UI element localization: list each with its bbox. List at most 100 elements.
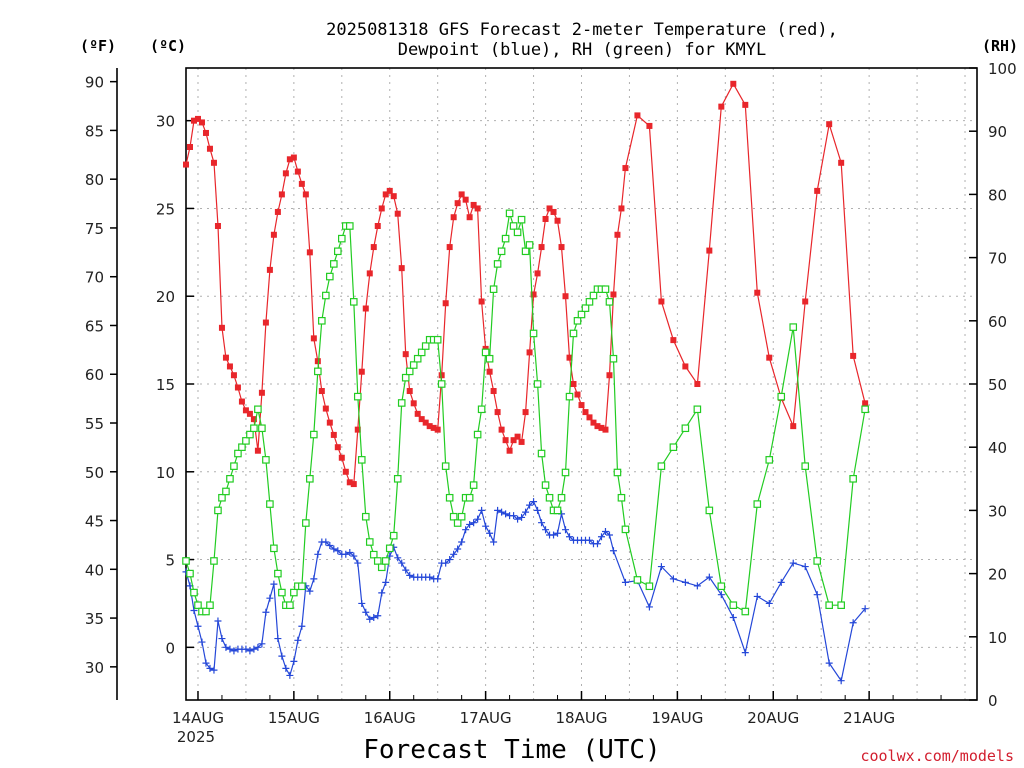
temperature-point — [526, 349, 533, 356]
temperature-point — [438, 372, 445, 379]
temperature-point — [322, 405, 329, 412]
dewpoint-point — [510, 512, 518, 520]
temperature-point — [694, 381, 701, 387]
temperature-point — [350, 481, 357, 488]
dewpoint-point — [354, 559, 362, 567]
rh-point — [557, 493, 566, 502]
rh-point — [601, 285, 610, 294]
temperature-point — [466, 214, 473, 221]
temperature-point — [622, 165, 629, 172]
rh-point — [421, 342, 430, 350]
rh-point — [433, 335, 442, 344]
dewpoint-point — [466, 520, 474, 528]
temperature-point — [378, 205, 385, 212]
fahrenheit-tick-label: 30 — [85, 659, 104, 677]
temperature-point — [862, 400, 869, 407]
rh-point — [861, 405, 869, 414]
rh-point — [250, 424, 258, 433]
temperature-point — [446, 244, 453, 251]
rh-point — [541, 481, 550, 489]
temperature-point — [670, 337, 677, 344]
temperature-point — [718, 103, 725, 110]
temperature-point — [254, 447, 261, 454]
rh-tick-label: 100 — [988, 60, 1017, 78]
temperature-point — [370, 244, 377, 251]
rh-tick-label: 30 — [988, 502, 1007, 520]
fahrenheit-tick-label: 55 — [85, 415, 104, 433]
temperature-point — [410, 400, 417, 407]
rh-point — [529, 329, 538, 338]
rh-point — [286, 601, 294, 610]
temperature-point — [610, 291, 617, 298]
temperature-point — [682, 363, 689, 370]
rh-point — [330, 260, 338, 268]
dewpoint-line — [185, 500, 866, 683]
rh-point — [553, 506, 562, 515]
rh-point — [669, 443, 678, 452]
rh-point — [182, 557, 190, 565]
rh-point — [202, 607, 210, 616]
rh-point — [489, 285, 498, 294]
temperature-line — [185, 82, 866, 485]
rh-point — [633, 576, 642, 584]
rh-point — [401, 373, 410, 382]
temperature-point — [602, 426, 609, 433]
temperature-point — [218, 324, 225, 331]
temperature-point — [598, 424, 605, 431]
rh-point — [349, 298, 358, 306]
rh-point — [789, 323, 798, 331]
rh-point — [417, 348, 426, 357]
dewpoint-point — [350, 552, 358, 560]
dewpoint-point — [370, 613, 378, 621]
temperature-point — [426, 423, 433, 430]
dewpoint-point — [394, 554, 402, 562]
temperature-point — [634, 112, 641, 119]
dewpoint-point — [522, 508, 530, 516]
temperature-point — [250, 416, 257, 423]
dewpoint-point — [382, 578, 390, 586]
dewpoint-point — [434, 575, 442, 583]
dewpoint-point — [222, 643, 230, 651]
rh-point — [589, 291, 598, 300]
dewpoint-point — [226, 645, 234, 653]
temperature-point — [330, 431, 337, 438]
rh-point — [389, 531, 398, 540]
dewpoint-point — [486, 529, 494, 537]
rh-point — [306, 475, 314, 483]
rh-tick-label: 20 — [988, 566, 1007, 584]
temperature-point — [498, 426, 505, 433]
rh-point — [262, 456, 270, 464]
rh-point — [345, 222, 354, 230]
rh-point — [210, 557, 218, 565]
chart-title-line-1: 2025081318 GFS Forecast 2-meter Temperat… — [326, 20, 838, 40]
dewpoint-point — [282, 664, 290, 672]
celsius-unit-label: (ºC) — [150, 37, 186, 55]
temperature-point — [462, 196, 469, 203]
dewpoint-point — [374, 612, 382, 620]
rh-point — [573, 317, 582, 325]
rh-point — [565, 392, 574, 401]
rh-point — [302, 519, 310, 527]
temperature-point — [358, 368, 365, 375]
dewpoint-point — [566, 533, 574, 541]
rh-point — [254, 405, 262, 414]
dewpoint-point — [729, 613, 737, 621]
temperature-point — [222, 354, 229, 361]
dewpoint-point — [442, 559, 450, 567]
dewpoint-point — [861, 605, 869, 613]
rh-tick-label: 60 — [988, 313, 1007, 331]
rh-point — [473, 430, 482, 439]
x-tick-label: 19AUG — [651, 709, 703, 727]
temperature-point — [802, 298, 809, 305]
dewpoint-point — [266, 594, 274, 602]
x-tick-label: 16AUG — [364, 709, 416, 727]
dewpoint-point — [206, 664, 214, 672]
dewpoint-point — [494, 506, 502, 514]
rh-point — [246, 430, 254, 439]
temperature-point — [338, 454, 345, 461]
dewpoint-point — [314, 550, 322, 558]
rh-point — [314, 367, 322, 376]
dewpoint-point — [530, 498, 538, 506]
dewpoint-point — [518, 513, 526, 521]
temperature-point — [590, 419, 597, 426]
